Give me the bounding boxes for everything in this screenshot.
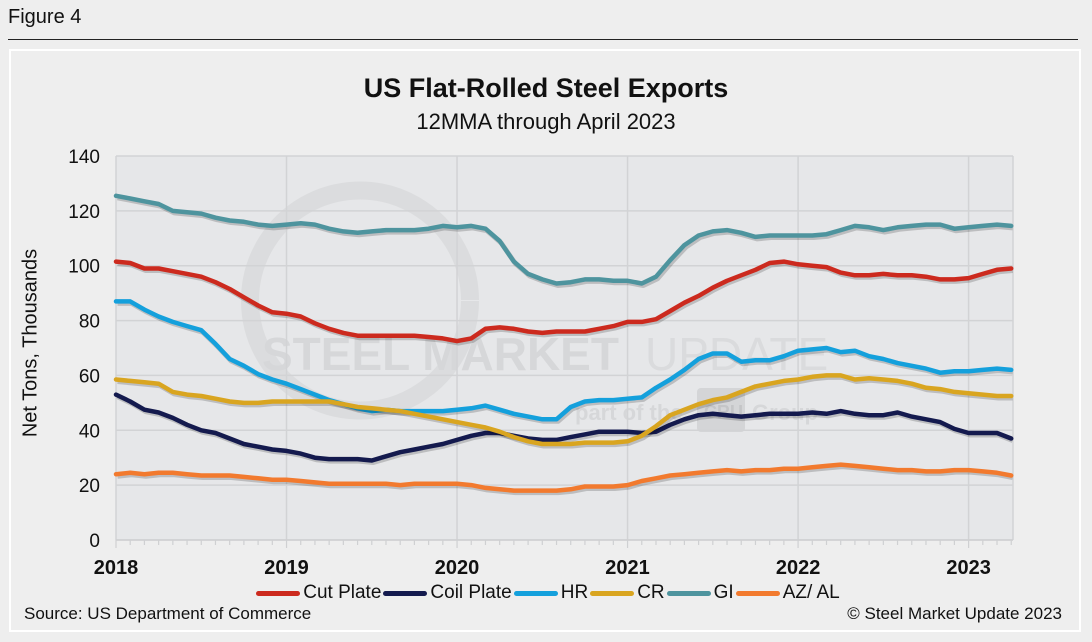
- legend-label: GI: [713, 582, 734, 603]
- legend-label: HR: [560, 582, 589, 603]
- series-line-gi: [113, 193, 1014, 286]
- x-tick-label: 2023: [946, 557, 991, 579]
- legend-item-coil-plate: Coil Plate: [383, 582, 512, 604]
- series-line-hr: [113, 299, 1014, 422]
- legend-swatch: [513, 590, 558, 596]
- y-tick-label: 0: [89, 531, 100, 552]
- legend-label: CR: [637, 582, 665, 603]
- copyright-note: © Steel Market Update 2023: [847, 604, 1062, 623]
- x-tick-label: 2021: [605, 557, 650, 579]
- series-line-az-al: [113, 462, 1014, 493]
- legend-label: Cut Plate: [303, 582, 382, 603]
- legend-item-cut-plate: Cut Plate: [256, 582, 381, 604]
- series-lines: [113, 193, 1014, 496]
- legend-swatch: [256, 590, 301, 596]
- chart-subtitle: 12MMA through April 2023: [416, 109, 676, 134]
- legend-swatch: [590, 590, 635, 596]
- legend: Cut Plate Coil Plate HR CR GI AZ/ AL: [0, 582, 1092, 604]
- series-line-coil-plate: [113, 392, 1014, 463]
- legend-swatch: [666, 590, 711, 596]
- x-tick-label: 2022: [776, 557, 821, 579]
- legend-swatch: [735, 590, 780, 596]
- y-tick-label: 140: [68, 147, 100, 168]
- legend-label: AZ/ AL: [782, 582, 840, 603]
- y-tick-label: 120: [68, 202, 100, 223]
- legend-item-az-al: AZ/ AL: [735, 582, 840, 604]
- y-tick-label: 100: [68, 257, 100, 278]
- legend-swatch: [383, 590, 428, 596]
- series-line-cut-plate: [113, 259, 1014, 344]
- figure-label: Figure 4: [8, 6, 82, 28]
- y-tick-label: 20: [79, 476, 100, 497]
- source-note: Source: US Department of Commerce: [24, 604, 312, 623]
- legend-label: Coil Plate: [430, 582, 512, 603]
- series-line-cr: [113, 373, 1014, 447]
- y-axis-ticks: 0 20 40 60 80 100 120 140: [68, 147, 100, 552]
- y-tick-label: 40: [79, 421, 100, 442]
- legend-item-cr: CR: [590, 582, 665, 604]
- y-tick-label: 60: [79, 366, 100, 387]
- chart-title: US Flat-Rolled Steel Exports: [363, 73, 729, 103]
- x-tick-label: 2018: [94, 557, 139, 579]
- x-tick-label: 2019: [264, 557, 309, 579]
- legend-item-gi: GI: [666, 582, 734, 604]
- y-axis-label: Net Tons, Thousands: [19, 248, 42, 438]
- x-tick-label: 2020: [435, 557, 480, 579]
- figure-rule: [8, 39, 1078, 40]
- x-axis-ticks: 2018 2019 2020 2021 2022 2023: [94, 539, 1013, 579]
- y-tick-label: 80: [79, 312, 100, 333]
- legend-item-hr: HR: [513, 582, 589, 604]
